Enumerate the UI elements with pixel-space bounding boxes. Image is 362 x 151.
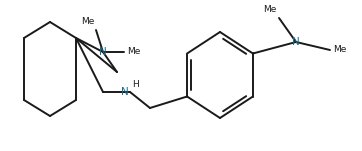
Text: N: N [121, 87, 129, 97]
Text: Me: Me [333, 45, 346, 55]
Text: N: N [99, 47, 107, 57]
Text: N: N [292, 37, 300, 47]
Text: Me: Me [264, 5, 277, 14]
Text: Me: Me [127, 48, 140, 56]
Text: Me: Me [81, 17, 94, 26]
Text: H: H [132, 80, 139, 89]
